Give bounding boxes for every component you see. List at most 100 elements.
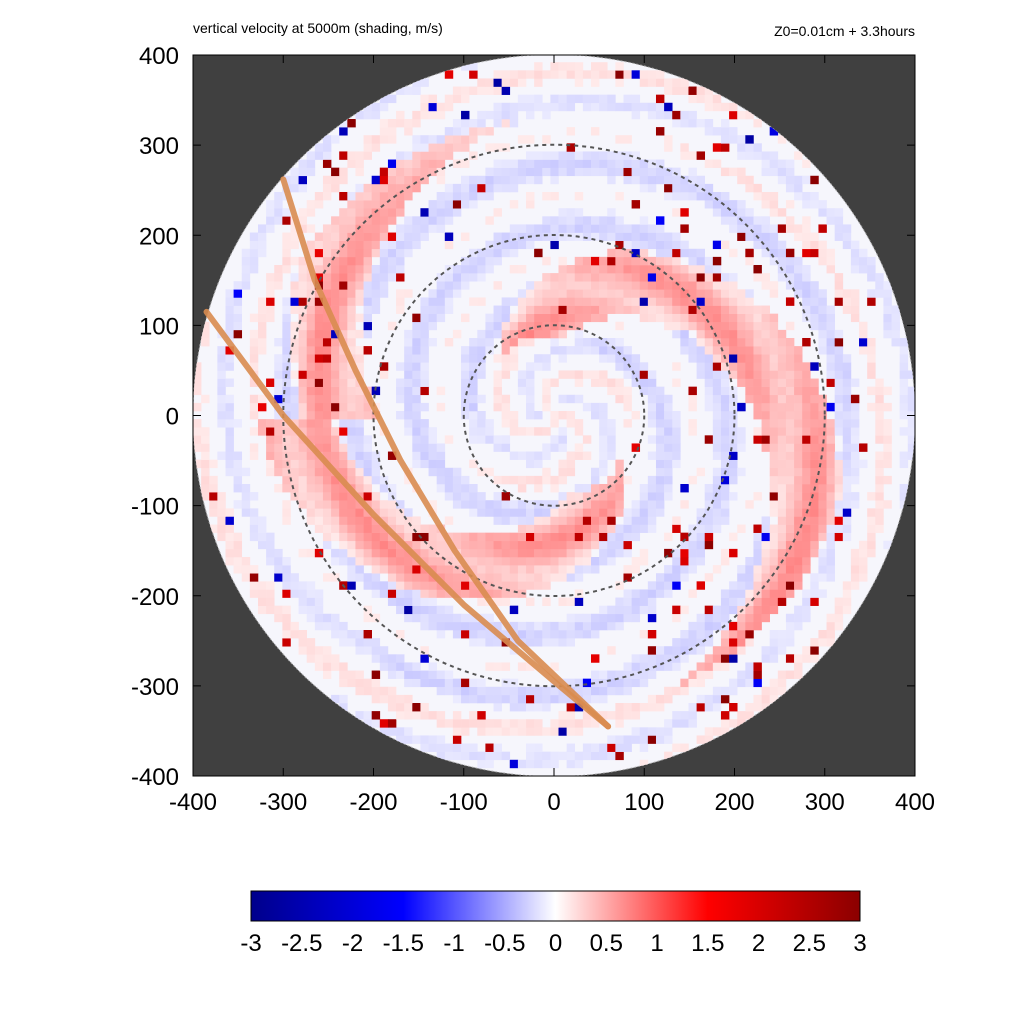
shading-cell [818, 337, 827, 347]
shading-cell [794, 484, 803, 493]
shading-cell [850, 394, 860, 404]
shading-cell [477, 427, 486, 436]
shading-cell [339, 118, 348, 128]
shading-cell [737, 354, 746, 363]
shading-cell [574, 621, 584, 631]
shading-cell [615, 492, 624, 501]
shading-cell [810, 410, 819, 420]
shading-cell [655, 159, 665, 168]
shading-cell [404, 354, 413, 363]
shading-cell [542, 557, 551, 566]
colorbar-tick-label: 0.5 [590, 930, 623, 957]
shading-cell [542, 159, 551, 168]
shading-cell [363, 484, 372, 493]
shading-cell [631, 703, 641, 712]
shading-cell [883, 500, 892, 509]
shading-cell [688, 402, 697, 412]
shading-cell [785, 500, 795, 509]
shading-cell [696, 630, 706, 639]
shading-cell [680, 208, 689, 217]
shading-cell [493, 402, 502, 412]
shading-cell [550, 273, 559, 282]
shading-cell [785, 273, 795, 282]
shading-cell [306, 167, 316, 177]
shading-cell [444, 191, 454, 201]
shading-cell [696, 548, 706, 558]
shading-cell [412, 167, 421, 177]
shading-cell [591, 402, 600, 412]
shading-cell [647, 102, 657, 112]
shading-cell [623, 711, 632, 720]
shading-cell [647, 581, 657, 590]
shading-cell [225, 362, 234, 371]
shading-cell [339, 354, 348, 363]
shading-cell [599, 402, 608, 412]
shading-cell [745, 346, 754, 355]
shading-cell [444, 605, 454, 615]
shading-cell [436, 135, 446, 144]
shading-cell [517, 78, 527, 87]
shading-cell [655, 240, 665, 250]
shading-cell [729, 362, 738, 371]
shading-cell [696, 638, 706, 647]
shading-cell [785, 370, 795, 379]
shading-cell [444, 70, 454, 79]
shading-cell [769, 256, 779, 266]
shading-cell [428, 678, 437, 688]
shading-cell [623, 289, 632, 298]
shading-cell [875, 289, 884, 298]
shading-cell [720, 216, 730, 225]
shading-cell [387, 516, 397, 525]
shading-cell [485, 613, 494, 623]
shading-cell [558, 264, 567, 274]
shading-cell [412, 524, 421, 533]
shading-cell [769, 605, 779, 615]
shading-cell [672, 110, 681, 120]
shading-cell [818, 297, 827, 306]
shading-cell [720, 337, 730, 347]
shading-cell [509, 427, 519, 436]
shading-cell [452, 630, 462, 639]
shading-cell [655, 500, 665, 509]
shading-cell [647, 175, 657, 185]
shading-cell [729, 451, 738, 460]
shading-cell [461, 110, 470, 120]
shading-cell [420, 167, 429, 177]
shading-cell [582, 711, 592, 720]
shading-cell [282, 386, 291, 396]
shading-cell [631, 224, 641, 233]
shading-cell [615, 321, 624, 331]
shading-cell [444, 548, 454, 558]
shading-cell [664, 102, 673, 112]
shading-cell [769, 686, 779, 696]
shading-cell [631, 264, 641, 274]
shading-cell [363, 435, 372, 444]
shading-cell [729, 297, 738, 306]
shading-cell [672, 662, 681, 671]
shading-cell [599, 216, 608, 225]
shading-cell [412, 581, 421, 590]
shading-cell [550, 159, 559, 168]
shading-cell [729, 492, 738, 501]
shading-cell [550, 167, 559, 177]
shading-cell [737, 621, 746, 631]
shading-cell [493, 621, 502, 631]
shading-cell [566, 703, 576, 712]
shading-cell [591, 151, 600, 160]
shading-cell [591, 743, 600, 752]
shading-cell [737, 467, 746, 477]
shading-cell [712, 565, 722, 574]
shading-cell [526, 321, 535, 331]
shading-cell [469, 492, 478, 501]
shading-cell [753, 548, 762, 558]
shading-cell [785, 394, 795, 404]
shading-cell [347, 394, 356, 404]
shading-cell [623, 532, 632, 542]
shading-cell [599, 686, 608, 696]
shading-cell [802, 216, 811, 225]
shading-cell [810, 581, 819, 590]
shading-cell [266, 581, 275, 590]
shading-cell [842, 589, 852, 598]
shading-cell [461, 232, 470, 241]
shading-cell [647, 183, 657, 193]
